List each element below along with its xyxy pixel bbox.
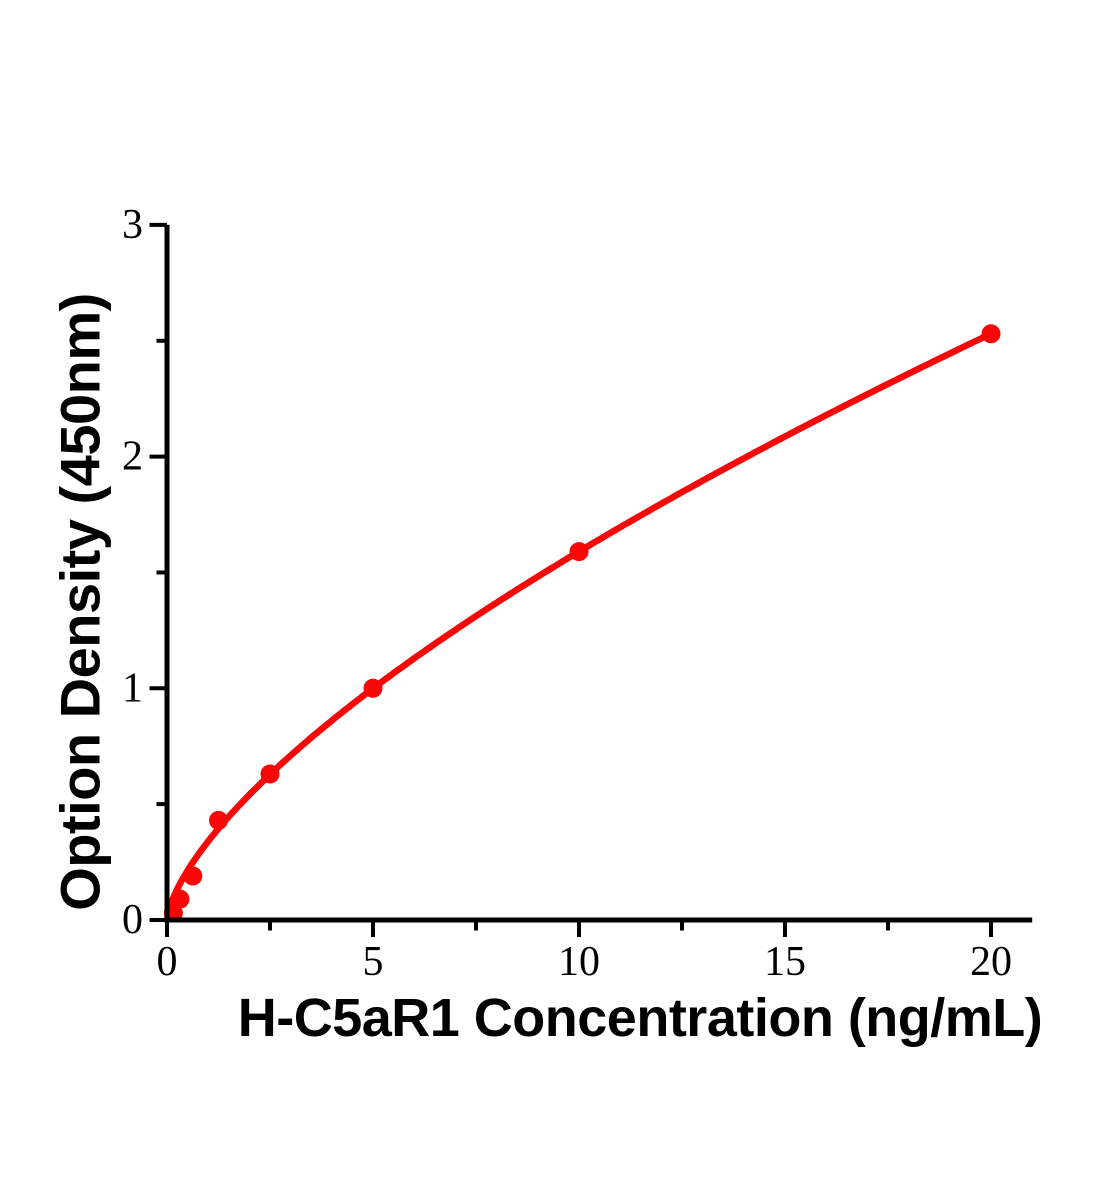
data-point: [260, 764, 280, 784]
x-tick-label: 20: [970, 939, 1012, 985]
y-tick-label: 2: [122, 434, 143, 480]
y-tick-label: 1: [122, 665, 143, 711]
data-point: [363, 678, 383, 698]
standard-curve-line: [163, 330, 995, 924]
data-point: [569, 542, 589, 562]
x-tick-label: 5: [363, 939, 384, 985]
x-axis-title: H-C5aR1 Concentration (ng/mL): [237, 988, 1043, 1048]
data-point: [981, 324, 1001, 344]
x-tick-label: 0: [157, 939, 178, 985]
data-point: [183, 866, 203, 886]
y-tick-label: 3: [122, 202, 143, 248]
y-tick-label: 0: [122, 897, 143, 943]
data-point: [170, 889, 190, 909]
y-axis-title: Option Density (450nm): [48, 293, 112, 911]
x-tick-label: 10: [558, 939, 600, 985]
x-tick-label: 15: [764, 939, 806, 985]
data-point: [209, 810, 228, 830]
